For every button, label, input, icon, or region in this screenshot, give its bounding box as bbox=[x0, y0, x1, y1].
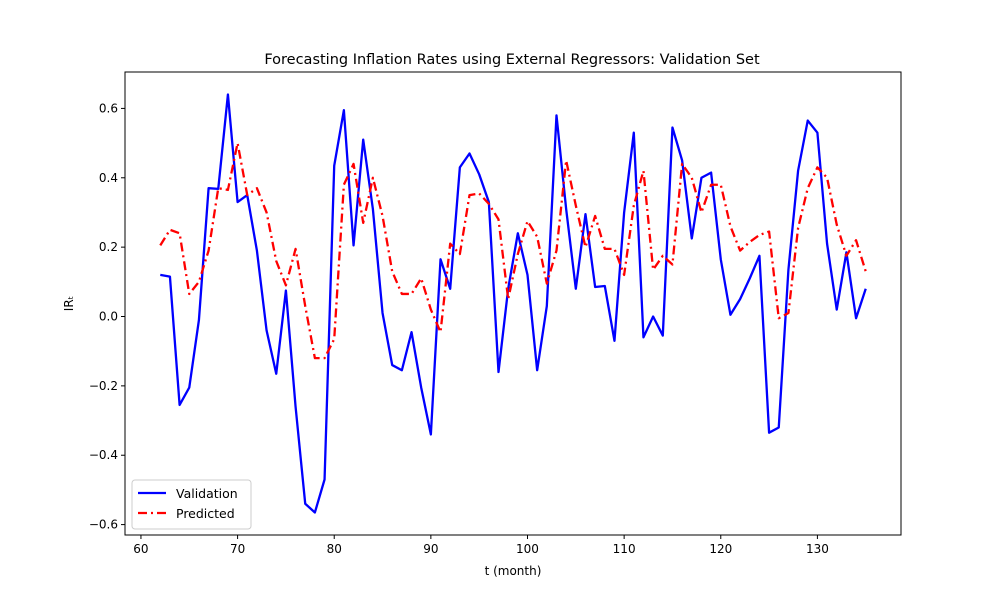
y-axis: −0.6 −0.4 −0.2 0.0 0.2 0.4 0.6 bbox=[89, 101, 125, 532]
x-tick-label: 120 bbox=[709, 542, 732, 556]
y-tick-label: 0.4 bbox=[99, 171, 118, 185]
chart-title: Forecasting Inflation Rates using Extern… bbox=[264, 52, 760, 68]
plot-area bbox=[125, 72, 901, 535]
legend-label-validation: Validation bbox=[176, 486, 238, 501]
legend-label-predicted: Predicted bbox=[176, 506, 235, 521]
y-tick-label: −0.2 bbox=[89, 379, 118, 393]
y-tick-label: 0.6 bbox=[99, 101, 118, 115]
y-tick-label: 0.2 bbox=[99, 240, 118, 254]
x-tick-label: 100 bbox=[516, 542, 539, 556]
y-axis-label: IRₜ bbox=[62, 296, 76, 311]
x-axis-label: t (month) bbox=[485, 564, 542, 578]
x-tick-label: 90 bbox=[423, 542, 438, 556]
y-tick-label: −0.6 bbox=[89, 518, 118, 532]
x-tick-label: 80 bbox=[327, 542, 342, 556]
x-tick-label: 70 bbox=[230, 542, 245, 556]
x-axis: 60 70 80 90 100 110 120 130 bbox=[133, 535, 829, 556]
plot-frame bbox=[124, 71, 902, 536]
series-line-validation bbox=[160, 93, 867, 514]
y-tick-label: 0.0 bbox=[99, 310, 118, 324]
x-tick-label: 60 bbox=[133, 542, 148, 556]
y-tick-label: −0.4 bbox=[89, 448, 118, 462]
x-tick-label: 110 bbox=[613, 542, 636, 556]
series-line-predicted bbox=[159, 141, 867, 360]
series-layer bbox=[159, 93, 867, 514]
legend: Validation Predicted bbox=[131, 479, 252, 530]
x-tick-label: 130 bbox=[806, 542, 829, 556]
